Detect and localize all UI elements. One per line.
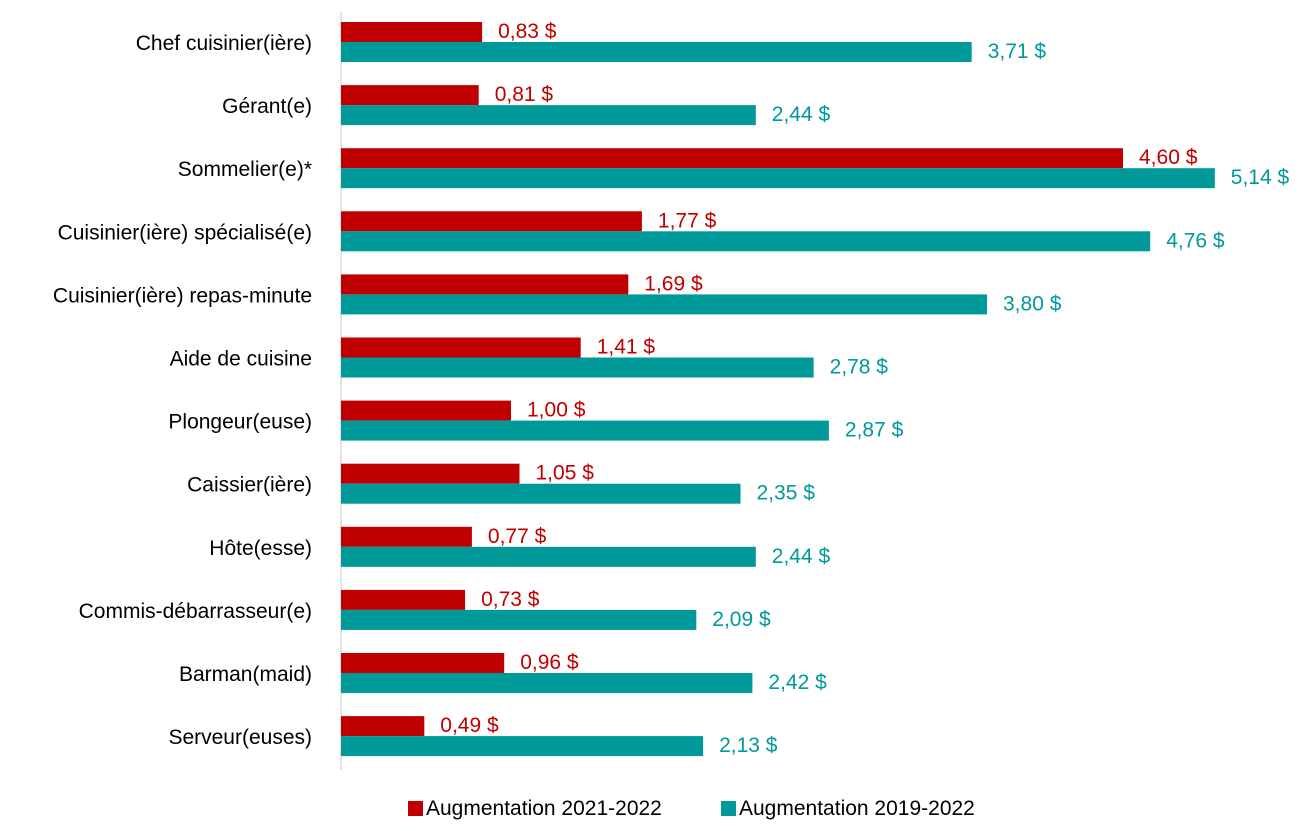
data-label: 1,00 $ <box>527 399 586 422</box>
bar <box>341 42 972 62</box>
data-label: 5,14 $ <box>1231 166 1290 189</box>
data-label: 2,35 $ <box>757 482 816 505</box>
data-label: 2,09 $ <box>712 608 771 631</box>
bar <box>341 589 466 610</box>
value-labels: 0,83 $ 3,71 $ 0,81 $ 2,44 $ 4,60 $ 5,14 $ 1,77… <box>440 20 1289 757</box>
bar <box>341 168 1215 189</box>
data-label: 1,77 $ <box>658 209 717 232</box>
data-label: 0,73 $ <box>481 588 540 611</box>
data-label: 4,76 $ <box>1166 229 1225 252</box>
category-label: Commis-débarrasseur(e) <box>79 600 312 623</box>
category-label: Sommelier(e)* <box>178 158 312 181</box>
bar <box>341 105 756 126</box>
bars <box>341 22 1215 757</box>
data-label: 0,83 $ <box>498 20 557 43</box>
legend-swatch <box>408 801 423 816</box>
bar <box>341 400 511 421</box>
legend-label: Augmentation 2019-2022 <box>739 797 975 820</box>
data-label: 1,05 $ <box>536 462 595 485</box>
category-label: Hôte(esse) <box>209 537 312 560</box>
category-label: Gérant(e) <box>222 95 312 118</box>
category-label: Aide de cuisine <box>170 348 312 371</box>
bar <box>341 420 829 441</box>
data-label: 0,77 $ <box>488 525 547 548</box>
legend: Augmentation 2021-2022 Augmentation 2019-… <box>408 797 975 820</box>
data-label: 2,78 $ <box>830 356 889 379</box>
data-label: 0,96 $ <box>520 651 579 674</box>
data-label: 3,71 $ <box>988 40 1047 63</box>
category-label: Caissier(ière) <box>187 474 312 497</box>
data-label: 2,87 $ <box>845 419 904 442</box>
bar <box>341 463 520 484</box>
data-label: 2,42 $ <box>768 671 827 694</box>
bar <box>341 357 814 378</box>
category-labels: Chef cuisinier(ière) Gérant(e) Sommelier(e… <box>53 32 312 749</box>
bar <box>341 274 629 295</box>
bar <box>341 483 741 504</box>
bar <box>341 85 479 106</box>
bar <box>341 546 756 567</box>
bar <box>341 294 987 315</box>
category-label: Cuisinier(ière) spécialisé(e) <box>58 221 312 244</box>
legend-swatch <box>721 801 736 816</box>
data-label: 3,80 $ <box>1003 292 1062 315</box>
bar <box>341 231 1151 252</box>
category-label: Barman(maid) <box>179 663 312 686</box>
data-label: 0,81 $ <box>495 83 554 106</box>
bar <box>341 148 1123 169</box>
category-label: Chef cuisinier(ière) <box>136 32 312 55</box>
bar <box>341 673 753 693</box>
data-label: 1,41 $ <box>597 336 656 359</box>
bar <box>341 716 425 737</box>
bar <box>341 526 472 547</box>
category-label: Plongeur(euse) <box>168 411 312 434</box>
data-label: 2,44 $ <box>772 103 831 126</box>
category-label: Cuisinier(ière) repas-minute <box>53 284 312 307</box>
bar <box>341 653 505 673</box>
bar <box>341 211 642 232</box>
data-label: 0,49 $ <box>440 714 499 737</box>
data-label: 2,44 $ <box>772 545 831 568</box>
category-label: Serveur(euses) <box>168 726 312 749</box>
data-label: 2,13 $ <box>719 734 778 757</box>
bar <box>341 736 704 757</box>
bar <box>341 22 483 42</box>
data-label: 1,69 $ <box>644 272 703 295</box>
legend-label: Augmentation 2021-2022 <box>426 797 662 820</box>
bar <box>341 337 581 358</box>
data-label: 4,60 $ <box>1139 146 1198 169</box>
bar <box>341 609 697 630</box>
